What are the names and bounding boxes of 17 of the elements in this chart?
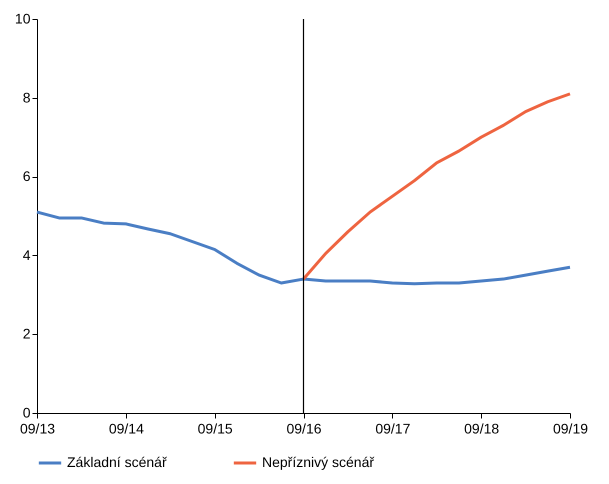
legend-label: Nepříznivý scénář — [262, 454, 374, 470]
x-tick-label: 09/14 — [108, 420, 144, 436]
x-tick-label: 09/15 — [198, 420, 233, 436]
x-tick-label: 09/18 — [464, 420, 500, 436]
x-tick-label: 09/19 — [552, 420, 588, 436]
legend-label: Základní scénář — [67, 454, 167, 470]
y-tick-label: 8 — [22, 89, 31, 106]
x-tick-label: 09/13 — [20, 420, 56, 436]
y-tick-label: 10 — [14, 10, 31, 26]
x-tick-label: 09/16 — [286, 420, 322, 436]
y-tick-label: 6 — [22, 168, 31, 184]
y-tick-label: 2 — [22, 326, 31, 342]
y-tick-label: 0 — [22, 404, 31, 420]
line-series — [302, 92, 572, 281]
line-series — [36, 210, 572, 286]
y-tick-label: 4 — [22, 246, 31, 263]
x-tick-label: 09/17 — [375, 420, 411, 436]
